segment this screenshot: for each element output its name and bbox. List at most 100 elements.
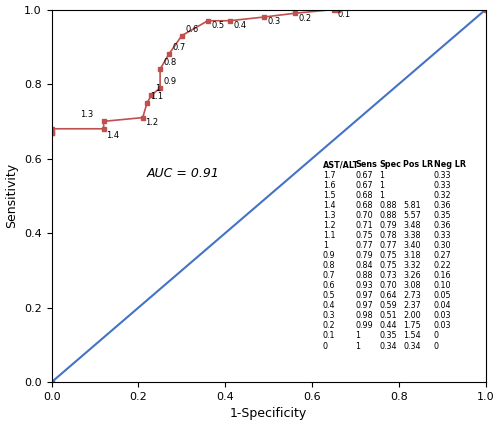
Text: 0.2: 0.2 — [298, 14, 311, 23]
Text: 0.35: 0.35 — [434, 211, 451, 220]
Text: 5.81: 5.81 — [403, 201, 421, 210]
Text: 0.30: 0.30 — [434, 241, 451, 250]
Text: 0.34: 0.34 — [403, 342, 420, 351]
Text: 1.4: 1.4 — [106, 131, 119, 140]
Text: 0.5: 0.5 — [323, 291, 336, 300]
Text: 0.88: 0.88 — [380, 201, 397, 210]
Text: 0.67: 0.67 — [356, 170, 373, 179]
Text: 0.4: 0.4 — [233, 21, 246, 30]
Text: 0.77: 0.77 — [356, 241, 373, 250]
Text: 3.18: 3.18 — [403, 251, 420, 260]
Text: 1.3: 1.3 — [323, 211, 336, 220]
Text: 0.51: 0.51 — [380, 311, 397, 320]
Text: 0.16: 0.16 — [434, 271, 451, 280]
Text: 0.03: 0.03 — [434, 311, 451, 320]
Text: 0.3: 0.3 — [323, 311, 336, 320]
Text: 0.36: 0.36 — [434, 221, 451, 230]
Text: 1.1: 1.1 — [150, 92, 164, 101]
Text: 0.10: 0.10 — [434, 281, 451, 290]
Text: 0.97: 0.97 — [356, 291, 373, 300]
Text: 1.75: 1.75 — [403, 322, 421, 331]
Text: 0.9: 0.9 — [323, 251, 336, 260]
X-axis label: 1-Specificity: 1-Specificity — [230, 407, 307, 420]
Text: 0.1: 0.1 — [323, 331, 336, 340]
Text: 0: 0 — [434, 331, 438, 340]
Text: 0.88: 0.88 — [356, 271, 373, 280]
Text: 1: 1 — [380, 170, 384, 179]
Text: 1.2: 1.2 — [145, 118, 158, 127]
Text: 0.79: 0.79 — [380, 221, 397, 230]
Text: 3.26: 3.26 — [403, 271, 421, 280]
Text: 0.78: 0.78 — [380, 231, 397, 240]
Text: 0.64: 0.64 — [380, 291, 397, 300]
Text: 1.54: 1.54 — [403, 331, 421, 340]
Text: 0.68: 0.68 — [356, 191, 373, 200]
Text: 0.6: 0.6 — [323, 281, 336, 290]
Text: 1.6: 1.6 — [323, 181, 336, 190]
Text: 0.75: 0.75 — [356, 231, 373, 240]
Text: 0.8: 0.8 — [323, 261, 336, 270]
Text: 0.05: 0.05 — [434, 291, 451, 300]
Text: 0.67: 0.67 — [356, 181, 373, 190]
Text: 3.38: 3.38 — [403, 231, 420, 240]
Text: 0.33: 0.33 — [434, 231, 451, 240]
Text: 3.40: 3.40 — [403, 241, 420, 250]
Text: 0.98: 0.98 — [356, 311, 373, 320]
Text: 0.33: 0.33 — [434, 181, 451, 190]
Text: 0.75: 0.75 — [380, 261, 397, 270]
Text: 2.00: 2.00 — [403, 311, 421, 320]
Text: 0.27: 0.27 — [434, 251, 452, 260]
Text: 0.6: 0.6 — [186, 25, 198, 34]
Text: 1: 1 — [380, 181, 384, 190]
Text: 0.3: 0.3 — [268, 17, 281, 26]
Text: 0.33: 0.33 — [434, 170, 451, 179]
Text: 1.5: 1.5 — [323, 191, 336, 200]
Text: 1.4: 1.4 — [323, 201, 336, 210]
Text: 0: 0 — [434, 342, 438, 351]
Text: 0.68: 0.68 — [356, 201, 373, 210]
Text: 1: 1 — [155, 84, 160, 93]
Text: 0.7: 0.7 — [172, 43, 186, 52]
Text: 0.8: 0.8 — [164, 58, 177, 67]
Text: 0.73: 0.73 — [380, 271, 397, 280]
Text: 5.57: 5.57 — [403, 211, 421, 220]
Text: 0.88: 0.88 — [380, 211, 397, 220]
Text: 0.04: 0.04 — [434, 301, 451, 310]
Text: 1.1: 1.1 — [323, 231, 336, 240]
Text: 1: 1 — [323, 241, 328, 250]
Text: 0.97: 0.97 — [356, 301, 373, 310]
Text: 0.35: 0.35 — [380, 331, 397, 340]
Text: 0.22: 0.22 — [434, 261, 452, 270]
Text: 0.34: 0.34 — [380, 342, 397, 351]
Text: 0.77: 0.77 — [380, 241, 397, 250]
Text: 1: 1 — [356, 342, 360, 351]
Text: 0.1: 0.1 — [337, 10, 350, 19]
Text: 0.9: 0.9 — [164, 77, 176, 86]
Text: 0.03: 0.03 — [434, 322, 451, 331]
Text: 0.93: 0.93 — [356, 281, 373, 290]
Text: 3.48: 3.48 — [403, 221, 420, 230]
Text: 2.73: 2.73 — [403, 291, 421, 300]
Text: Neg LR: Neg LR — [434, 161, 466, 170]
Y-axis label: Sensitivity: Sensitivity — [6, 163, 18, 228]
Text: 0.75: 0.75 — [380, 251, 397, 260]
Text: 1.3: 1.3 — [80, 110, 93, 119]
Text: 1.2: 1.2 — [323, 221, 336, 230]
Text: Pos LR: Pos LR — [403, 161, 434, 170]
Text: 0.59: 0.59 — [380, 301, 397, 310]
Text: 1: 1 — [356, 331, 360, 340]
Text: 0.5: 0.5 — [212, 21, 224, 30]
Text: 3.32: 3.32 — [403, 261, 421, 270]
Text: 0.44: 0.44 — [380, 322, 397, 331]
Text: 1: 1 — [380, 191, 384, 200]
Text: 0.32: 0.32 — [434, 191, 451, 200]
Text: 0.70: 0.70 — [356, 211, 373, 220]
Text: 0.99: 0.99 — [356, 322, 373, 331]
Text: 0.71: 0.71 — [356, 221, 373, 230]
Text: 3.08: 3.08 — [403, 281, 420, 290]
Text: 0.36: 0.36 — [434, 201, 451, 210]
Text: 0.4: 0.4 — [323, 301, 336, 310]
Text: AUC = 0.91: AUC = 0.91 — [147, 167, 220, 180]
Text: 0.70: 0.70 — [380, 281, 397, 290]
Text: 0: 0 — [323, 342, 328, 351]
